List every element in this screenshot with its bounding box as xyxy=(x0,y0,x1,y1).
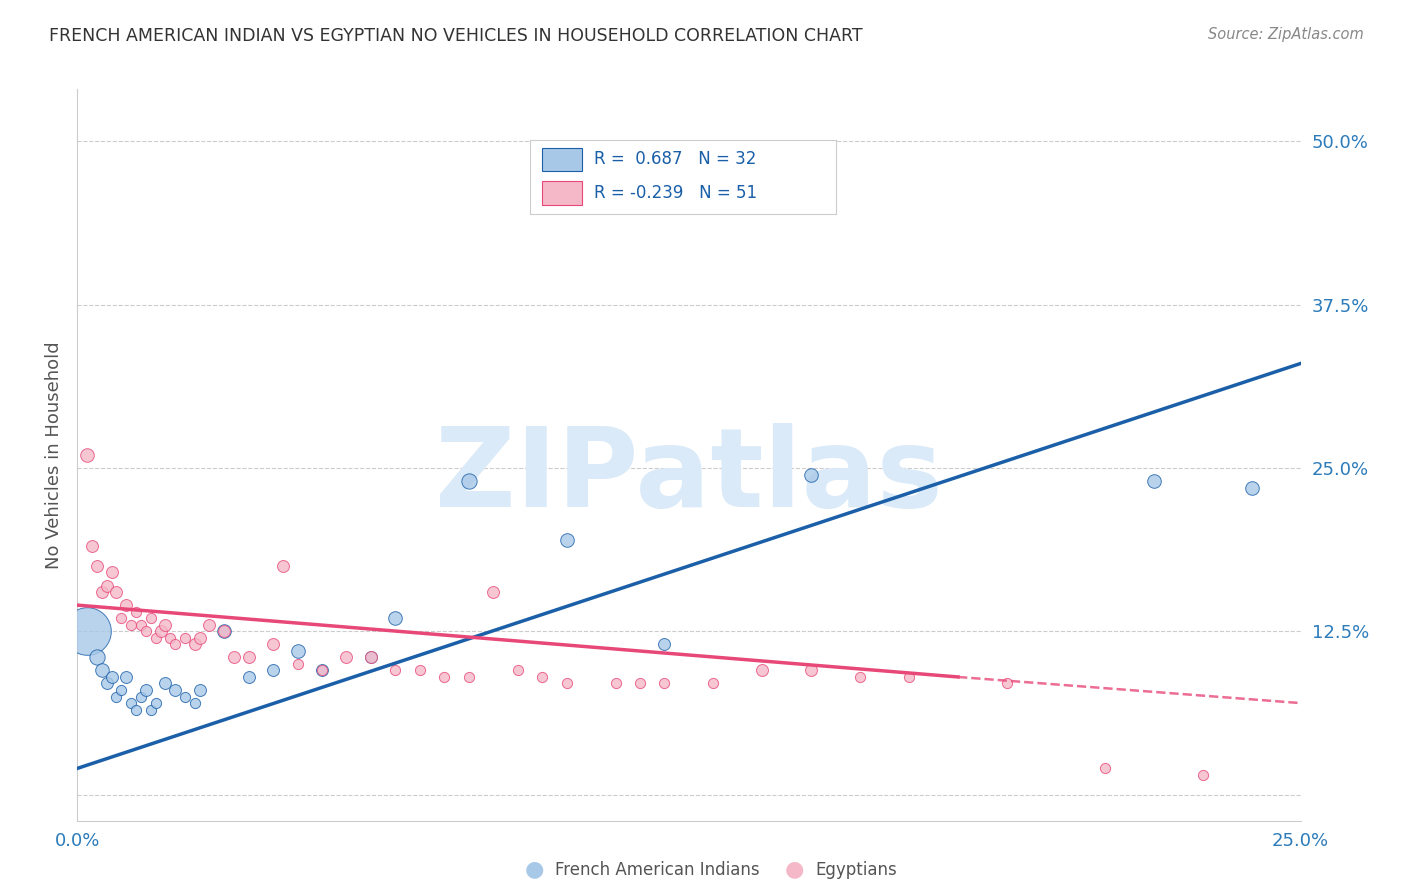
Point xyxy=(188,683,211,698)
Text: R =  0.687   N = 32: R = 0.687 N = 32 xyxy=(595,151,756,169)
Point xyxy=(115,670,138,684)
Point xyxy=(76,448,98,462)
Point xyxy=(800,664,823,678)
Point xyxy=(506,664,529,678)
Point xyxy=(120,617,142,632)
Point xyxy=(1191,768,1213,782)
Point xyxy=(110,683,132,698)
Point xyxy=(212,624,235,639)
Point xyxy=(188,631,211,645)
Point xyxy=(287,644,309,658)
Point xyxy=(120,696,142,710)
Point xyxy=(165,683,187,698)
Point xyxy=(125,605,148,619)
Point xyxy=(155,617,177,632)
Point xyxy=(238,670,260,684)
Point xyxy=(262,637,284,651)
Point xyxy=(139,703,162,717)
Text: FRENCH AMERICAN INDIAN VS EGYPTIAN NO VEHICLES IN HOUSEHOLD CORRELATION CHART: FRENCH AMERICAN INDIAN VS EGYPTIAN NO VE… xyxy=(49,27,863,45)
Point xyxy=(995,676,1018,690)
Point xyxy=(149,624,172,639)
Point xyxy=(129,690,152,704)
Point xyxy=(898,670,921,684)
Point xyxy=(96,578,118,592)
Point xyxy=(129,617,152,632)
Point xyxy=(384,664,406,678)
Text: French American Indians: French American Indians xyxy=(555,861,761,879)
Point xyxy=(96,676,118,690)
Point xyxy=(311,664,333,678)
Point xyxy=(184,696,207,710)
Point xyxy=(271,558,294,573)
Point xyxy=(100,670,122,684)
Point xyxy=(800,467,823,482)
Point xyxy=(482,585,505,599)
Point xyxy=(125,703,148,717)
Point xyxy=(384,611,406,625)
Point xyxy=(139,611,162,625)
Point xyxy=(628,676,651,690)
Point xyxy=(360,650,382,665)
Text: ZIPatlas: ZIPatlas xyxy=(434,424,943,531)
Point xyxy=(702,676,724,690)
Point xyxy=(155,676,177,690)
Text: R = -0.239   N = 51: R = -0.239 N = 51 xyxy=(595,184,758,202)
Text: Egyptians: Egyptians xyxy=(815,861,897,879)
Point xyxy=(135,683,157,698)
Point xyxy=(198,617,221,632)
Point xyxy=(605,676,627,690)
Point xyxy=(86,650,108,665)
Point xyxy=(105,690,128,704)
Point xyxy=(555,676,578,690)
Point xyxy=(135,624,157,639)
Point xyxy=(287,657,309,671)
Point xyxy=(76,624,98,639)
Point xyxy=(238,650,260,665)
Point xyxy=(654,637,676,651)
Point xyxy=(110,611,132,625)
Point xyxy=(311,664,333,678)
Point xyxy=(1143,474,1166,488)
Point xyxy=(849,670,872,684)
Point xyxy=(165,637,187,651)
Y-axis label: No Vehicles in Household: No Vehicles in Household xyxy=(45,341,63,569)
Point xyxy=(145,696,167,710)
Point xyxy=(531,670,554,684)
Point xyxy=(1094,761,1116,775)
Point xyxy=(80,539,103,553)
Point xyxy=(184,637,207,651)
Point xyxy=(555,533,578,547)
Point xyxy=(145,631,167,645)
Text: ●: ● xyxy=(785,860,804,880)
Point xyxy=(457,474,479,488)
Point xyxy=(751,664,773,678)
Text: ●: ● xyxy=(524,860,544,880)
Point xyxy=(90,664,112,678)
Point xyxy=(159,631,181,645)
Point xyxy=(100,566,122,580)
Point xyxy=(457,670,479,684)
Point xyxy=(1240,481,1263,495)
Point xyxy=(222,650,245,665)
Point xyxy=(86,558,108,573)
Point xyxy=(262,664,284,678)
Point xyxy=(433,670,456,684)
Point xyxy=(335,650,357,665)
Point xyxy=(212,624,235,639)
Point xyxy=(105,585,128,599)
Point xyxy=(654,676,676,690)
Bar xyxy=(543,181,582,205)
Point xyxy=(174,690,197,704)
Text: Source: ZipAtlas.com: Source: ZipAtlas.com xyxy=(1208,27,1364,42)
Bar xyxy=(543,148,582,171)
Point xyxy=(360,650,382,665)
Point xyxy=(174,631,197,645)
Point xyxy=(409,664,432,678)
Point xyxy=(90,585,112,599)
Point xyxy=(115,598,138,612)
